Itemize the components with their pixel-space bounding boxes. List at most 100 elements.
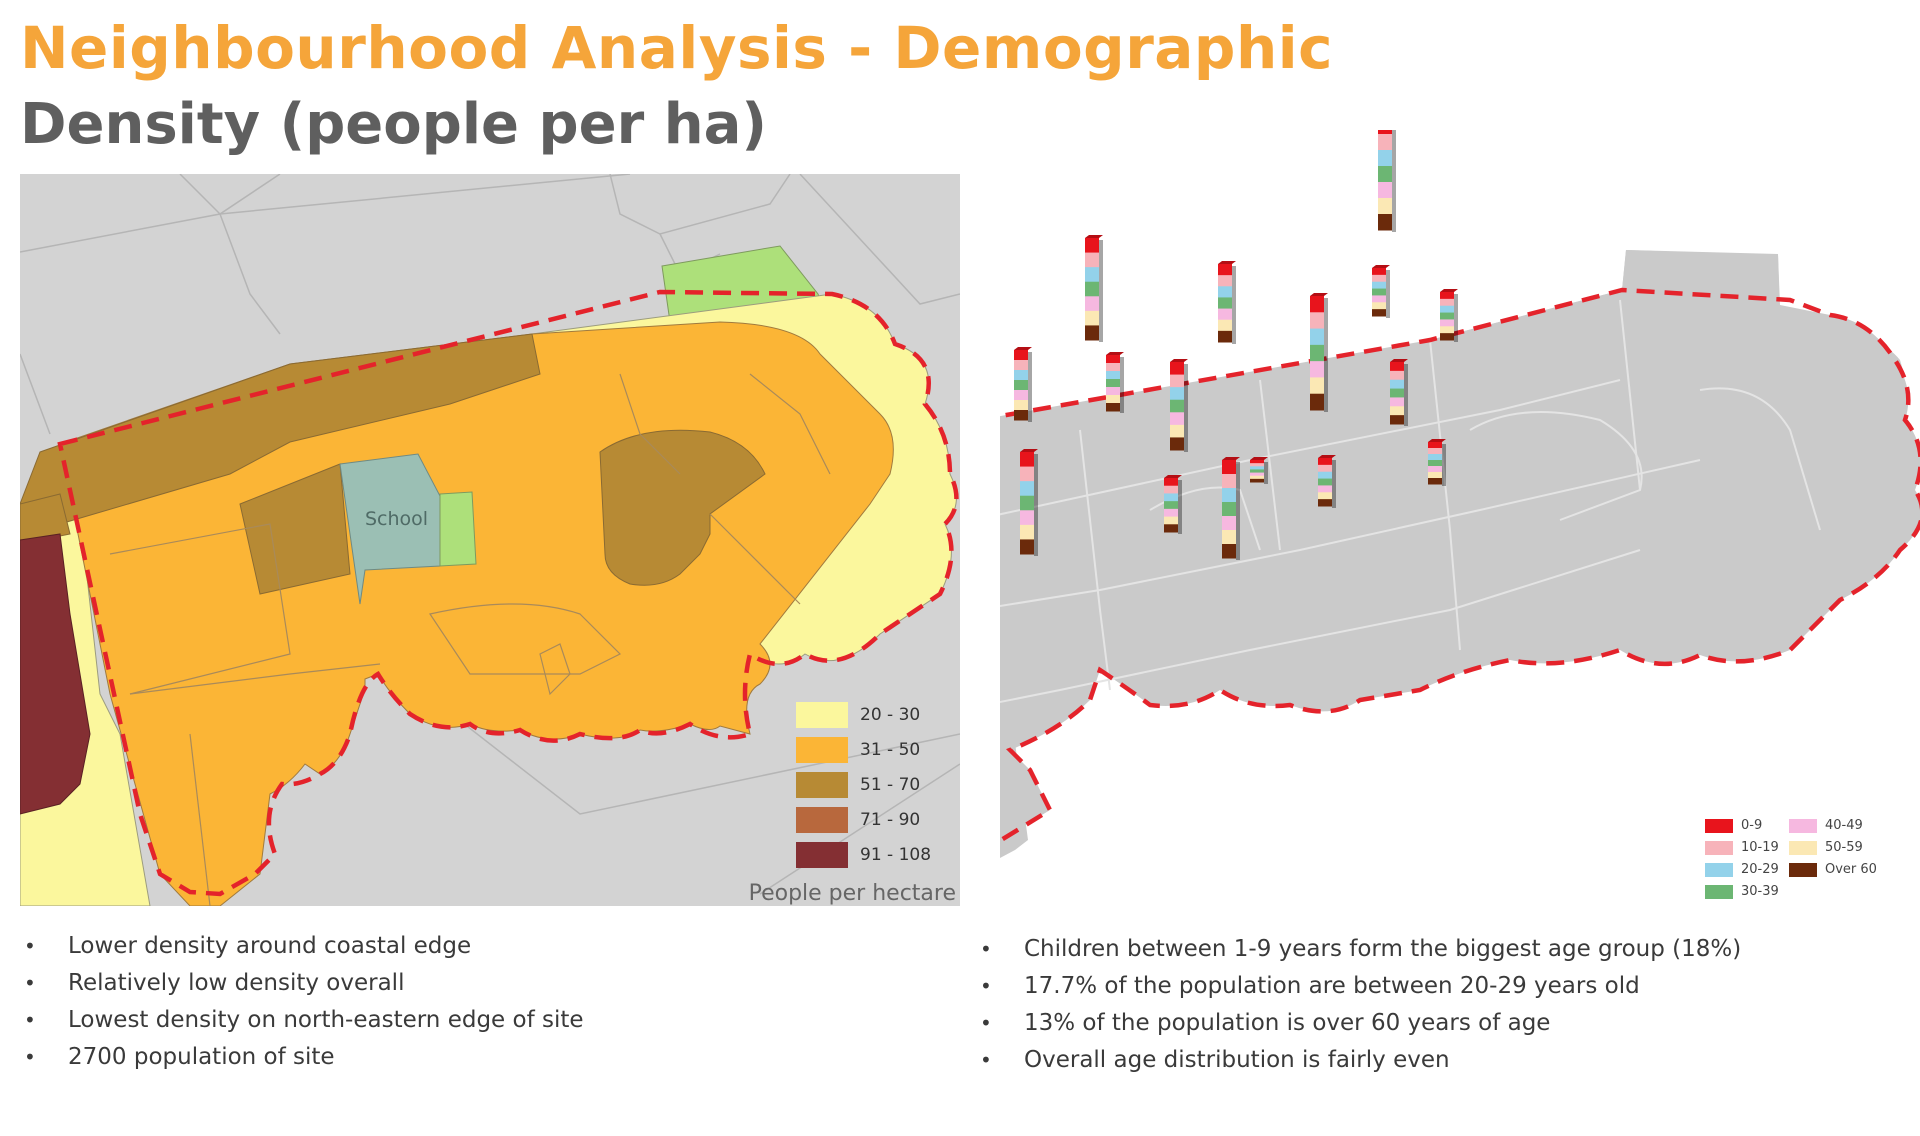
legend-swatch [796,736,848,763]
age-bar-segment [1390,415,1404,425]
legend-label: 91 - 108 [860,844,932,865]
age-bar-segment [1106,355,1120,364]
age-bar-top [1390,359,1408,362]
age-bar-segment [1222,474,1236,489]
site-boundary [57,289,959,897]
age-legend-item: 10-19 [1705,840,1779,855]
age-bar-segment [1218,297,1232,310]
age-bar-segment [1310,361,1324,378]
age-bar-top [1106,352,1124,355]
age-bar-segment [1318,492,1332,500]
age-bar-shadow [1034,454,1038,556]
age-bar-segment [1310,312,1324,330]
list-item: Lower density around coastal edge [24,928,584,965]
age-legend-label: 40-49 [1825,818,1863,833]
density-zone-very-high [20,533,91,815]
age-bar-segment [1378,134,1392,151]
legend-swatch [796,701,848,728]
list-item: 17.7% of the population are between 20-2… [980,968,1741,1005]
age-bar-segment [1164,508,1178,518]
legend-label: 20 - 30 [860,704,921,725]
age-bar-segment [1378,198,1392,215]
legend-caption: People per hectare [748,881,956,906]
age-bar-top [1164,475,1182,478]
density-map-canvas [20,174,960,906]
age-bar-segment [1310,377,1324,395]
age-bar-top [1428,439,1446,442]
list-item: Children between 1-9 years form the bigg… [980,931,1741,968]
age-legend-swatch [1705,840,1733,855]
age-bar-segment [1222,530,1236,545]
age-bar-segment [1378,214,1392,231]
age-legend-swatch [1705,818,1733,833]
age-bar-top [1085,235,1103,238]
age-bar-segment [1014,350,1028,361]
list-item: Relatively low density overall [24,965,584,1002]
age-bar-shadow [1184,364,1188,452]
age-bar-segment [1085,310,1099,326]
age-bar-segment [1250,466,1264,470]
age-bar-segment [1250,475,1264,480]
age-legend-swatch [1789,818,1817,833]
age-map-canvas [1000,130,1920,858]
age-legend-swatch [1705,884,1733,899]
age-bar-segment [1218,286,1232,298]
age-bar-segment [1372,268,1386,276]
age-bar-segment [1250,472,1264,477]
age-bar-segment [1106,395,1120,404]
age-bar-segment [1390,388,1404,398]
age-bar-segment [1170,437,1184,451]
age-bar-shadow [1120,357,1124,413]
age-bar-segment [1222,502,1236,517]
age-bar-shadow [1386,270,1390,318]
age-legend-item: 0-9 [1705,818,1762,833]
age-legend-swatch [1705,862,1733,877]
school-label: School [365,508,429,530]
legend-item: 71 - 90 [796,802,954,837]
age-bar-segment [1106,379,1120,388]
age-bar-top [1318,455,1336,458]
legend-swatch [796,841,848,868]
age-legend-label: 0-9 [1741,818,1763,833]
age-bar-segment [1164,501,1178,510]
age-bar-segment [1390,370,1404,381]
age-bar-segment [1222,516,1236,531]
age-bar-segment [1318,471,1332,480]
age-bar-segment [1310,393,1324,411]
age-bar-segment [1440,305,1454,314]
age-bar-segment [1218,319,1232,332]
age-bar-shadow [1324,298,1328,412]
age-bar-segment [1164,485,1178,494]
age-legend-swatch [1789,862,1817,877]
age-bar-segment [1440,319,1454,327]
age-bar-segment [1085,252,1099,268]
age-bar-segment [1106,371,1120,380]
age-bar-top [1020,449,1038,452]
age-bar-segment [1428,442,1442,449]
age-bar-shadow [1442,444,1446,486]
legend-item: 51 - 70 [796,767,954,802]
age-legend-item: Over 60 [1789,862,1877,877]
age-bar-top [1218,261,1236,264]
age-bar-segment [1106,387,1120,396]
age-bar-segment [1390,362,1404,372]
age-legend-item: 50-59 [1789,840,1863,855]
age-bar-segment [1218,330,1232,343]
age-bar-shadow [1404,364,1408,426]
age-bar-top [1222,457,1240,460]
age-distribution-map [1000,130,1920,910]
age-bar-segment [1428,460,1442,467]
age-bar-top [1250,457,1268,460]
age-bar-segment [1170,424,1184,438]
age-bar-segment [1164,493,1178,502]
age-findings-list: Children between 1-9 years form the bigg… [980,931,1741,1079]
legend-label: 31 - 50 [860,739,921,760]
age-bar-segment [1428,478,1442,485]
age-bar-segment [1440,298,1454,307]
age-legend-label: 50-59 [1825,840,1863,855]
age-bar-segment [1440,292,1454,300]
age-bar-segment [1222,460,1236,475]
age-bar-segment [1378,150,1392,167]
age-bar-segment [1372,274,1386,283]
age-bar-segment [1390,406,1404,416]
